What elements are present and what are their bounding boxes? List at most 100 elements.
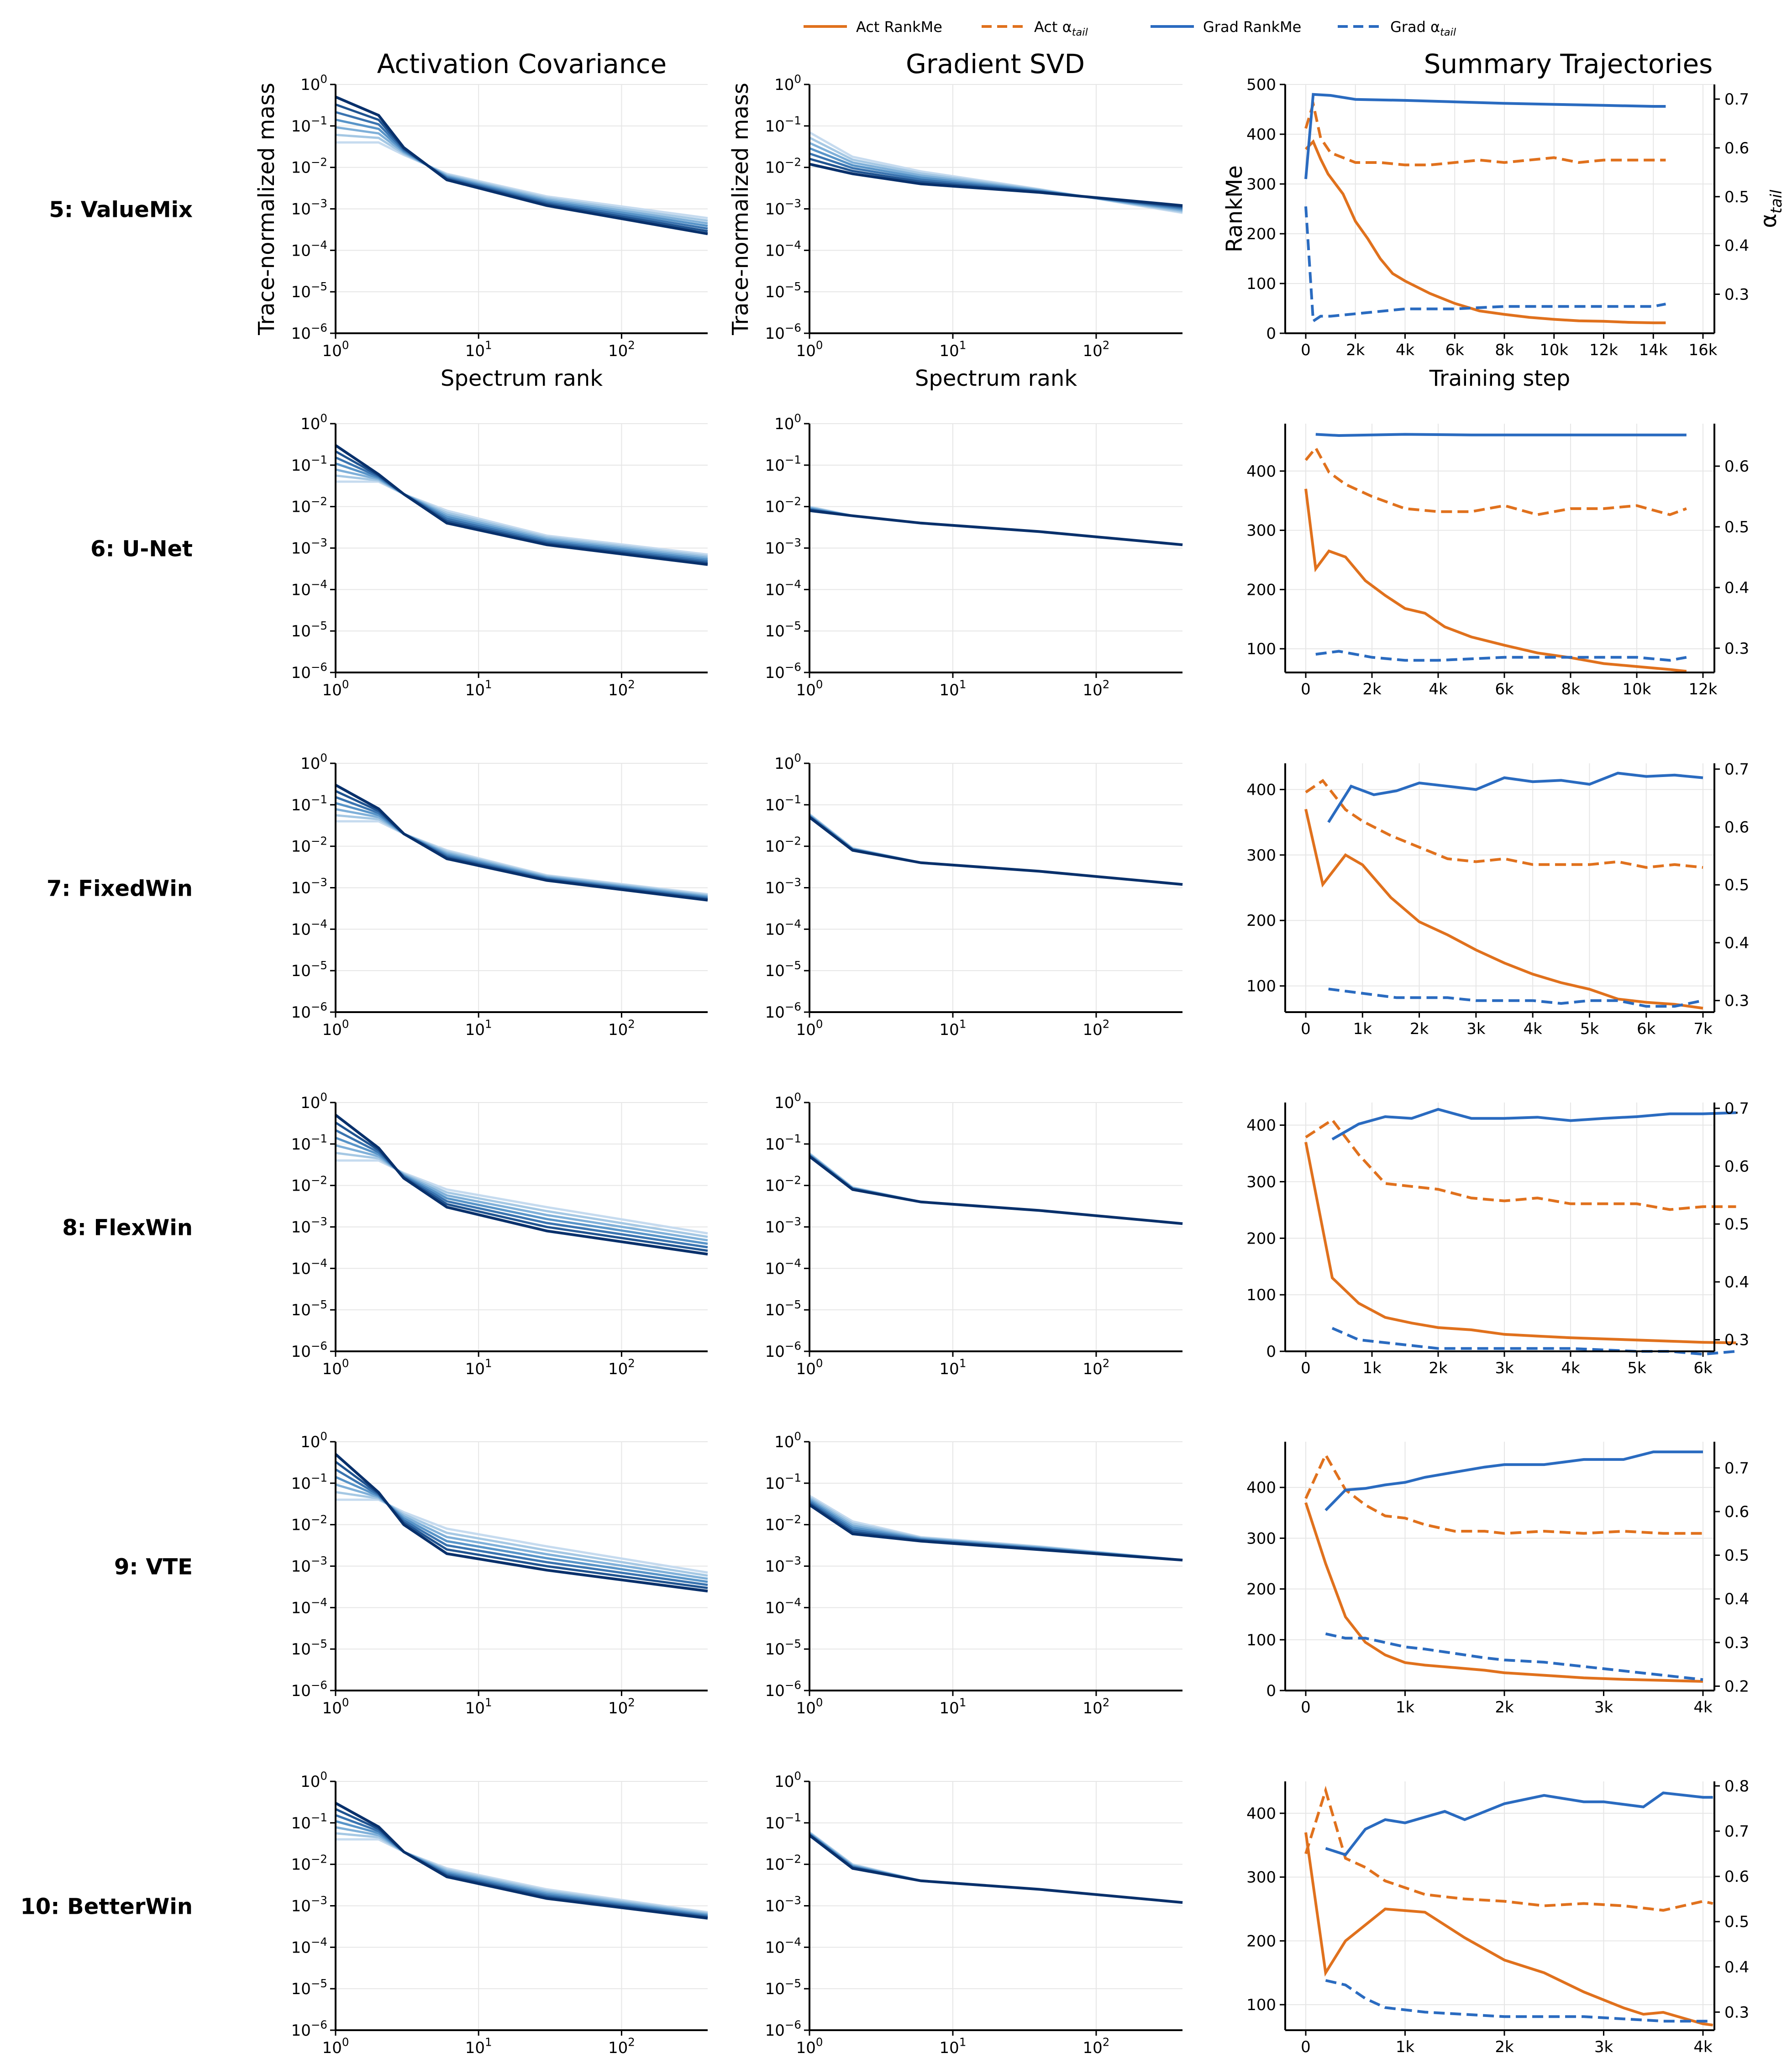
y-tick-label-right: 0.7 xyxy=(1724,1822,1749,1841)
tick-exponent: −5 xyxy=(785,1637,801,1650)
x-tick-label: 10k xyxy=(1623,680,1651,698)
label-base: Grad α xyxy=(1390,18,1440,36)
tick-exponent: −1 xyxy=(785,1471,801,1485)
x-tick-label: 12k xyxy=(1589,341,1618,359)
tick-exponent: −5 xyxy=(311,1298,327,1311)
y-axis-label: Trace-normalized mass xyxy=(728,83,753,336)
y-tick-label: 200 xyxy=(1246,1932,1276,1950)
y-tick-label: 10−6 xyxy=(765,661,801,682)
x-tick-label: 102 xyxy=(1083,1696,1110,1717)
x-tick-label: 101 xyxy=(940,2036,967,2057)
tick-base: 10 xyxy=(300,755,320,773)
y-tick-label-right: 0.3 xyxy=(1724,1634,1749,1652)
y-tick-label: 10−5 xyxy=(291,1298,327,1319)
x-tick-label: 12k xyxy=(1689,680,1718,698)
x-tick-label: 102 xyxy=(608,339,635,360)
x-tick-label: 1k xyxy=(1362,1359,1382,1377)
tick-exponent: 0 xyxy=(342,1696,349,1709)
act-alpha-line xyxy=(1305,778,1703,869)
tick-exponent: −4 xyxy=(785,1935,801,1948)
tick-exponent: −6 xyxy=(311,661,327,674)
x-tick-label: 2k xyxy=(1429,1359,1448,1377)
x-tick-label: 101 xyxy=(940,1357,967,1378)
y-tick-label: 300 xyxy=(1246,846,1276,865)
y-tick-label: 10−3 xyxy=(765,1215,801,1236)
tick-exponent: −1 xyxy=(311,114,327,127)
y-tick-label-right: 0.4 xyxy=(1724,1958,1749,1976)
spectrum-curve xyxy=(335,790,708,901)
tick-base: 10 xyxy=(322,1699,342,1717)
y-tick-label: 10−5 xyxy=(765,1637,801,1659)
tick-base: 10 xyxy=(465,1699,485,1717)
y-tick-label-right: 0.7 xyxy=(1724,761,1749,779)
x-tick-label: 6k xyxy=(1693,1359,1713,1377)
x-tick-label: 1k xyxy=(1396,2038,1415,2056)
y-tick-label: 400 xyxy=(1246,1117,1276,1135)
tick-base: 10 xyxy=(765,242,785,260)
tick-exponent: −5 xyxy=(311,959,327,972)
x-tick-label: 102 xyxy=(1083,1018,1110,1039)
y-tick-label: 10−4 xyxy=(291,578,327,599)
tick-exponent: 0 xyxy=(794,1430,801,1443)
y-tick-label: 300 xyxy=(1246,522,1276,540)
spectrum-curve xyxy=(335,1460,708,1589)
x-tick-label: 101 xyxy=(465,678,492,699)
y-tick-label: 10−5 xyxy=(765,1298,801,1319)
tick-base: 10 xyxy=(765,1343,785,1361)
y-tick-label-right: 0.6 xyxy=(1724,1503,1749,1521)
tick-base: 10 xyxy=(291,117,311,136)
tick-base: 10 xyxy=(291,1682,311,1700)
tick-base: 10 xyxy=(765,879,785,898)
tick-exponent: 0 xyxy=(320,412,327,425)
x-tick-label: 101 xyxy=(465,2036,492,2057)
y-tick-label-right: 0.3 xyxy=(1724,640,1749,658)
summary-trajectories-panel: 0 100 200 300 400 500 0.3 0.4 0.5 0.6 0.7 0 2k 4k 6k 8k… xyxy=(1222,76,1785,391)
y-tick-label: 100 xyxy=(300,751,327,773)
tick-base: 10 xyxy=(291,498,311,516)
tick-base: 10 xyxy=(765,1177,785,1195)
spectrum-curve xyxy=(335,1483,708,1580)
row-1: 5: ValueMix10−610−510−410−310−210−110010… xyxy=(49,73,1785,391)
tick-base: 10 xyxy=(940,681,959,699)
tick-exponent: −3 xyxy=(785,536,801,549)
x-tick-label: 4k xyxy=(1523,1020,1542,1038)
tick-base: 10 xyxy=(765,1682,785,1700)
y-tick-label: 10−1 xyxy=(765,1811,801,1833)
tick-base: 10 xyxy=(291,1475,311,1493)
tick-exponent: −6 xyxy=(785,1679,801,1692)
tick-base: 10 xyxy=(765,2022,785,2040)
y-tick-label: 10−3 xyxy=(765,1894,801,1915)
tick-base: 10 xyxy=(465,1021,485,1039)
tick-base: 10 xyxy=(765,498,785,516)
tick-base: 10 xyxy=(765,1814,785,1833)
tick-exponent: 0 xyxy=(320,73,327,86)
y-tick-label: 100 xyxy=(1246,640,1276,658)
row-6: 10: BetterWin10−610−510−410−310−210−1100… xyxy=(20,1770,1749,2057)
tick-base: 10 xyxy=(291,1135,311,1154)
tick-base: 10 xyxy=(765,581,785,599)
x-tick-label: 6k xyxy=(1445,341,1465,359)
spectrum-curve xyxy=(809,1153,1183,1225)
spectrum-curve xyxy=(335,1468,708,1586)
spectrum-curve xyxy=(809,1834,1183,1904)
y-tick-label: 10−3 xyxy=(291,1554,327,1575)
tick-base: 10 xyxy=(765,1260,785,1278)
x-tick-label: 2k xyxy=(1495,1698,1514,1717)
spectrum-curve xyxy=(809,813,1183,886)
tick-exponent: 1 xyxy=(485,678,492,691)
act-alpha-line xyxy=(1305,1118,1736,1211)
tick-base: 10 xyxy=(765,283,785,301)
x-tick-label: 16k xyxy=(1689,341,1718,359)
grad-rankme-line xyxy=(1304,93,1666,179)
x-tick-label: 0 xyxy=(1301,1020,1311,1038)
tick-base: 10 xyxy=(765,1135,785,1154)
x-tick-label: 102 xyxy=(1083,678,1110,699)
tick-exponent: 1 xyxy=(959,339,967,352)
